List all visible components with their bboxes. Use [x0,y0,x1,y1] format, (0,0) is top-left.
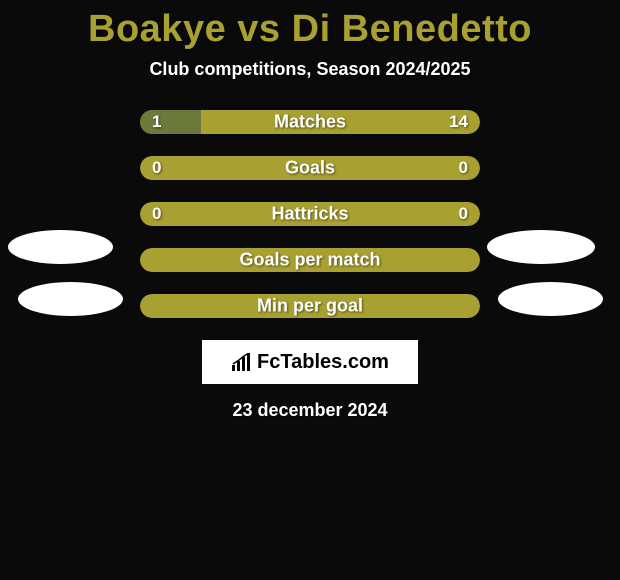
player1-name: Boakye [88,8,226,50]
stat-label: Min per goal [140,296,480,317]
stat-row: Min per goal [140,294,480,318]
vs-text: vs [237,8,280,50]
logo-box: FcTables.com [202,340,418,384]
site-logo: FcTables.com [231,351,389,374]
stat-row: Matches1 14 [140,110,480,134]
stat-right-value: 0 [459,204,468,224]
player2-name: Di Benedetto [292,8,532,50]
stat-row: Hattricks0 0 [140,202,480,226]
subtitle: Club competitions, Season 2024/2025 [0,59,620,80]
stat-left-value: 0 [152,204,161,224]
stat-right-value: 14 [449,112,468,132]
comparison-title: Boakye vs Di Benedetto [0,0,620,51]
logo-text: FcTables.com [257,351,389,374]
stat-left-value: 1 [152,112,161,132]
stat-label: Goals [140,158,480,179]
date: 23 december 2024 [0,400,620,421]
stat-label: Matches [140,112,480,133]
stat-left-value: 0 [152,158,161,178]
stat-row: Goals0 0 [140,156,480,180]
chart-icon [231,353,253,371]
stats-area: Matches114Goals00Hattricks00Goals per ma… [0,110,620,318]
stat-right-value: 0 [459,158,468,178]
stat-row: Goals per match [140,248,480,272]
stat-label: Goals per match [140,250,480,271]
stat-label: Hattricks [140,204,480,225]
